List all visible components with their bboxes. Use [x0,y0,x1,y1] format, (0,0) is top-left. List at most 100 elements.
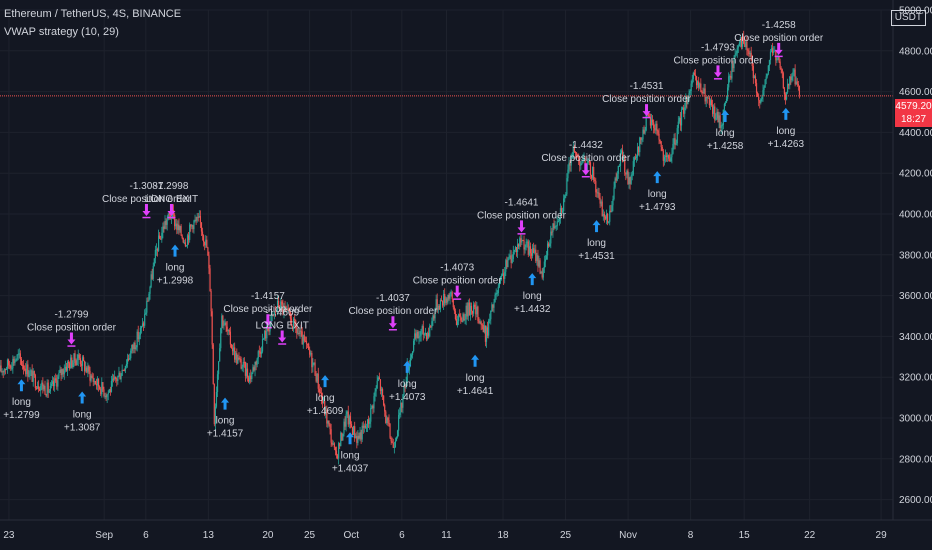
candle-body [278,300,280,307]
candle-body [47,382,49,393]
candle-body [326,410,328,424]
signal-value: +1.4641 [457,386,494,397]
candle-body [631,174,633,176]
candle-body [251,372,253,380]
signal-label: long [587,238,606,249]
candle-body [603,214,605,217]
candle-body [56,380,58,387]
candle-body [228,329,230,332]
candle-body [593,166,595,180]
candle-body [697,81,699,86]
candle-body [498,283,500,287]
long-entry-marker: long +1.4609 [307,375,344,417]
candle-body [540,271,542,274]
candle-body [571,154,573,159]
candle-body [42,382,44,390]
signal-value: -1.3087 [129,181,163,192]
candle-body [519,238,521,247]
candle-body [497,286,499,293]
candle-body [226,326,228,332]
candle-body [52,381,55,387]
signal-label: Close position order [477,210,567,221]
long-entry-marker: long +1.2998 [157,244,194,287]
candle-body [157,235,160,251]
candle-body [373,396,375,409]
candle-body [274,311,277,313]
candle-body [467,302,469,317]
candle-body [35,387,38,389]
candle-body [598,192,600,198]
arrow-up-icon [471,354,480,367]
candle-body [177,224,179,230]
candle-body [227,329,229,332]
price-axis[interactable]: 2600.00 2800.00 3000.00 3200.00 3400.00 3600.… [892,0,932,520]
candle-body [663,156,665,161]
candle-body [240,359,242,369]
arrow-down-icon [581,163,590,176]
candle-body [17,354,19,356]
study-legend[interactable]: VWAP strategy (10, 29) [4,26,119,38]
candle-body [138,335,140,340]
candle-body [565,194,567,196]
candle-body [69,363,71,369]
candle-body [790,76,792,81]
candle-body [315,375,317,382]
arrow-down-icon [278,330,287,343]
candle-body [153,258,155,267]
signal-label: long [716,128,735,139]
candle-body [323,401,325,404]
candle-body [514,247,517,250]
candle-body [734,54,736,58]
candle-body [249,375,251,382]
candle-body [380,388,383,391]
candle-body [423,334,425,336]
candle-body [522,239,524,241]
candle-body [86,367,88,373]
time-tick-label: 6 [143,530,149,541]
candle-body [159,235,161,239]
candle-body [693,72,695,75]
candle-body [40,385,42,391]
candle-body [342,433,344,441]
long-entry-marker: long +1.4157 [207,397,244,440]
candle-body [619,153,622,166]
candle-body [196,217,198,221]
candle-body [132,344,134,350]
candle-body [396,430,399,438]
candle-body [242,361,244,367]
time-axis[interactable]: 23 Sep 6 13 20 25 Oct 6 11 18 25 Nov 8 15 22 29 [0,519,932,541]
candle-body [16,354,18,360]
candle-body [500,275,503,277]
symbol-title[interactable]: Ethereum / TetherUS, 4S, BINANCE [4,8,182,20]
candle-body [637,146,639,157]
candle-body [343,421,345,434]
signal-label: Close position order [674,55,764,66]
candle-body [428,332,430,337]
candle-body [587,160,589,163]
currency-badge[interactable]: USDT [890,10,926,26]
candle-body [441,300,444,306]
exit-marker: -1.2998 LONG EXIT [145,181,198,219]
candle-body [349,416,352,425]
candle-body [156,249,159,251]
candle-body [573,145,575,152]
candle-body [351,427,354,435]
candle-body [127,358,130,360]
candle-body [179,226,181,231]
candle-body [374,391,376,397]
candle-body [774,50,776,52]
candle-body [90,375,92,381]
candle-body [556,221,558,227]
candle-body [700,83,702,92]
exit-marker: -1.4258 Close position order [734,20,824,58]
candle-body [71,357,73,368]
candle-body [731,63,733,79]
candle-body [674,138,676,145]
candle-body [521,239,523,243]
candle-body [19,353,21,359]
candle-body [253,367,255,371]
candle-body [671,153,673,158]
candle-body [290,318,293,327]
candle-body [175,223,177,227]
